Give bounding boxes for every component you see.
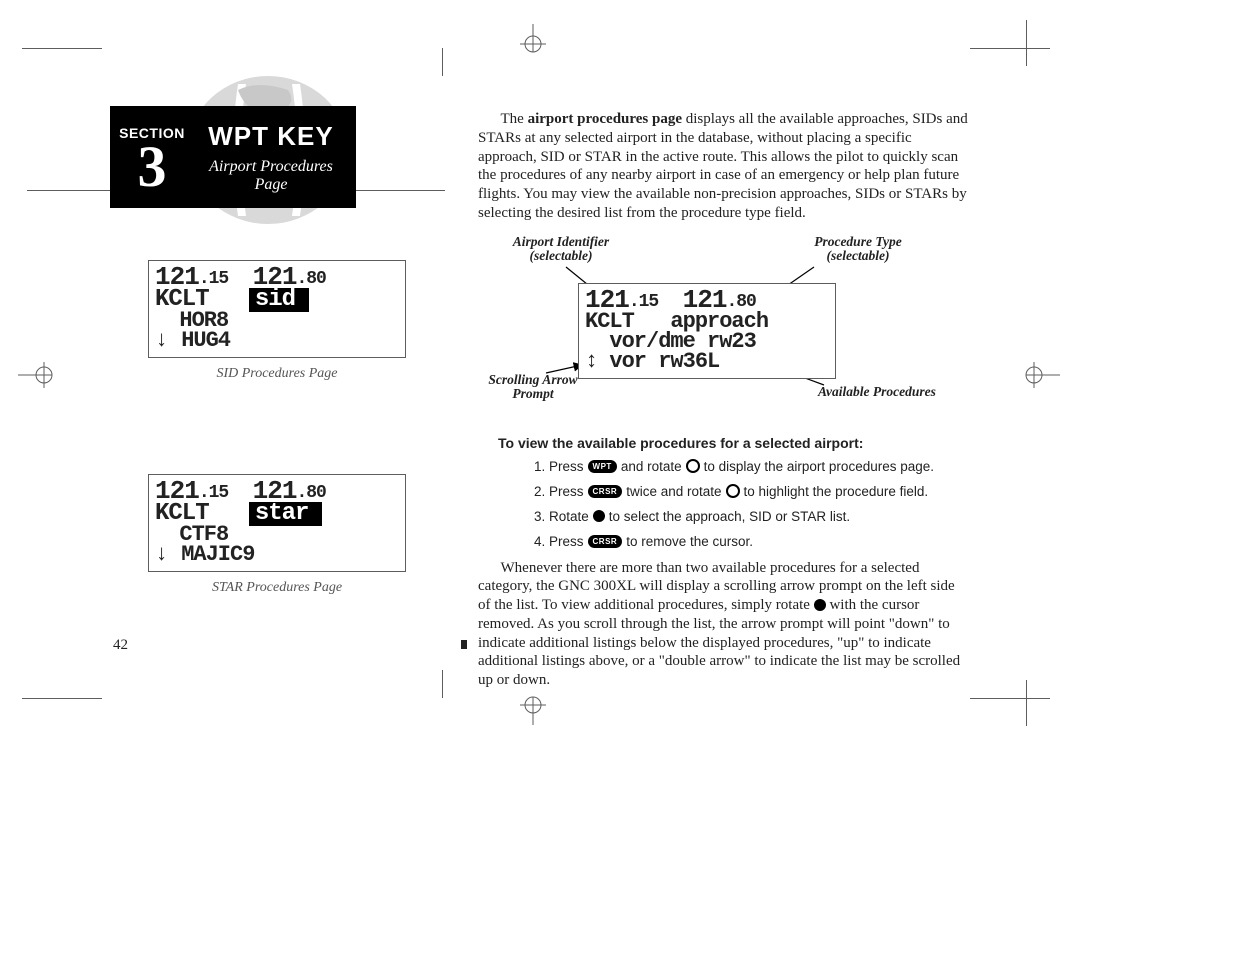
section-number: 3: [138, 141, 167, 193]
proc-line-2: HUG4: [169, 328, 230, 353]
scroll-arrow-double-icon: ↕: [585, 349, 597, 374]
lcd-approach: 121.15 121.80 KCLT approach vor/dme rw23…: [578, 283, 836, 379]
trim-rule: [970, 698, 1050, 699]
scroll-arrow-down-icon: ↓: [155, 330, 169, 352]
star-caption: STAR Procedures Page: [148, 580, 406, 596]
trim-rule: [22, 698, 102, 699]
trim-rule: [22, 48, 102, 49]
trim-tick: [1026, 680, 1027, 726]
procedure-type-inverted: sid: [249, 288, 309, 312]
crop-mark-left: [18, 360, 58, 390]
section-header: SECTION 3 WPT KEY Airport Procedures Pag…: [110, 106, 356, 208]
page-number: 42: [113, 637, 128, 654]
inner-knob-icon: [814, 599, 826, 611]
lcd-star: 121.15 121.80 KCLT star CTF8 ↓ MAJIC9: [148, 474, 406, 572]
trim-tick: [1026, 20, 1027, 66]
trim-tick: [442, 48, 443, 76]
wpt-key-icon: WPT: [588, 460, 617, 473]
gutter-tick: [461, 640, 467, 649]
proc-line-2: MAJIC9: [169, 542, 254, 567]
left-column: SECTION 3 WPT KEY Airport Procedures Pag…: [108, 60, 428, 596]
outer-knob-icon: [686, 459, 700, 473]
freq-standby-small: .80: [296, 269, 325, 289]
steps-list: 1. Press WPT and rotate to display the a…: [534, 459, 968, 549]
right-column: The airport procedures page displays all…: [478, 110, 968, 690]
crop-mark-bottom: [510, 693, 556, 725]
steps-title: To view the available procedures for a s…: [498, 435, 968, 451]
crop-mark-top: [510, 24, 556, 56]
step-1: 1. Press WPT and rotate to display the a…: [534, 459, 968, 474]
lcd-sid: 121.15 121.80 KCLT sid HOR8 ↓ HUG4: [148, 260, 406, 358]
body-para-1: The airport procedures page displays all…: [478, 110, 968, 223]
step-4: 4. Press CRSR to remove the cursor.: [534, 534, 968, 549]
scroll-arrow-down-icon: ↓: [155, 544, 169, 566]
lcd-line4: vor rw36L: [597, 349, 719, 374]
section-title: WPT KEY: [208, 121, 333, 152]
step-2: 2. Press CRSR twice and rotate to highli…: [534, 484, 968, 499]
crsr-key-icon: CRSR: [588, 485, 623, 498]
crop-mark-right: [1020, 360, 1060, 390]
outer-knob-icon: [726, 484, 740, 498]
annotated-diagram: Airport Identifier(selectable) Procedure…: [478, 233, 968, 423]
crsr-key-icon: CRSR: [588, 535, 623, 548]
body-para-2: Whenever there are more than two availab…: [478, 559, 968, 690]
manual-page: SECTION 3 WPT KEY Airport Procedures Pag…: [0, 0, 1235, 954]
trim-tick: [442, 670, 443, 698]
step-3: 3. Rotate to select the approach, SID or…: [534, 509, 968, 524]
procedure-type-inverted: star: [249, 502, 323, 526]
trim-rule: [970, 48, 1050, 49]
section-subtitle-2: Page: [255, 176, 288, 194]
sid-caption: SID Procedures Page: [148, 366, 406, 382]
section-subtitle-1: Airport Procedures: [209, 158, 333, 176]
inner-knob-icon: [593, 510, 605, 522]
